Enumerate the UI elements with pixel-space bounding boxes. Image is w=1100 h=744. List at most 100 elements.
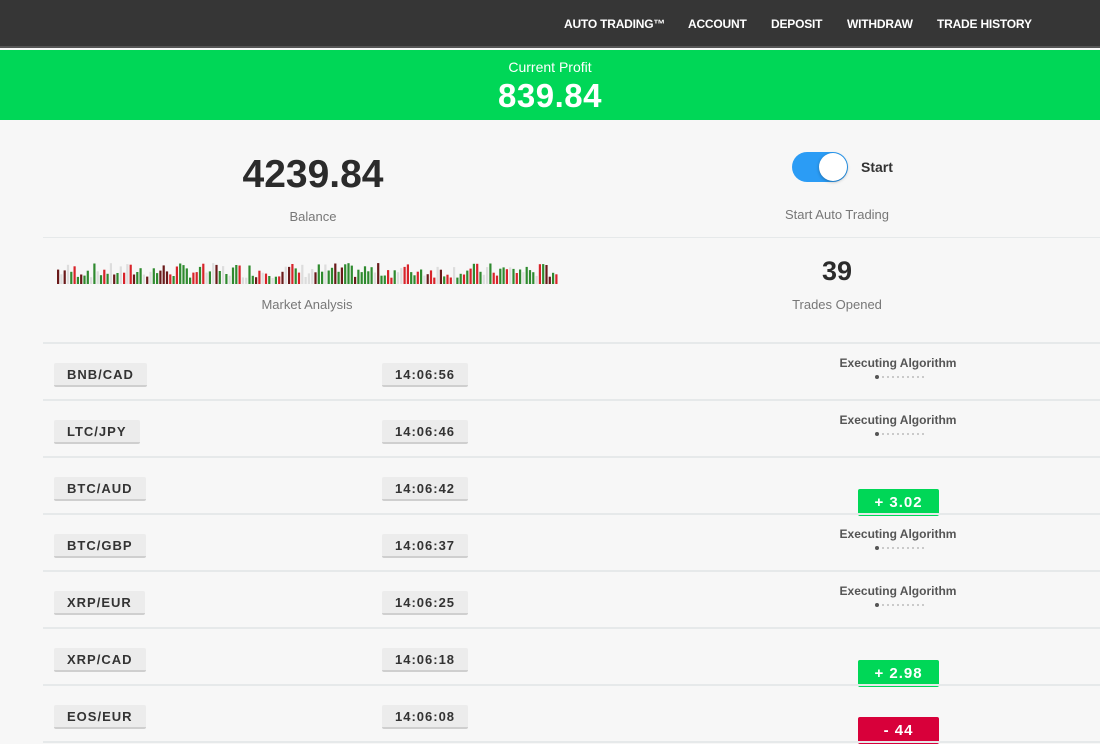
market-bar — [99, 275, 103, 284]
market-bar — [109, 263, 112, 284]
market-bar — [410, 272, 413, 284]
market-bar — [192, 272, 195, 284]
top-nav: AUTO TRADING™ ACCOUNT DEPOSIT WITHDRAW T… — [0, 0, 1100, 48]
nav-withdraw[interactable]: WITHDRAW — [847, 17, 913, 31]
market-bar — [235, 265, 238, 284]
market-bar — [535, 275, 538, 284]
time-badge: 14:06:25 — [382, 591, 469, 615]
market-bar — [393, 270, 396, 284]
market-bar — [344, 264, 347, 284]
market-bar — [96, 271, 99, 284]
profit-banner: Current Profit 839.84 — [0, 50, 1100, 120]
market-bar — [436, 266, 439, 284]
market-bar — [416, 271, 419, 284]
market-bar — [80, 274, 83, 284]
pair-badge: XRP/EUR — [54, 591, 145, 615]
market-bar — [538, 264, 541, 284]
market-bar — [347, 263, 350, 284]
market-bar — [274, 276, 277, 284]
market-bar — [172, 276, 175, 284]
nav-auto-trading[interactable]: AUTO TRADING™ — [564, 17, 666, 31]
market-bar — [373, 272, 376, 284]
market-bar — [139, 268, 142, 284]
market-bar — [288, 266, 291, 284]
market-bar — [337, 271, 340, 284]
market-bar — [552, 272, 555, 284]
trades-opened-label: Trades Opened — [792, 297, 882, 312]
market-bar — [525, 266, 528, 284]
market-bar — [241, 277, 244, 284]
market-bar — [297, 272, 301, 284]
nav-trade-history[interactable]: TRADE HISTORY — [937, 17, 1032, 31]
market-bar — [57, 269, 60, 284]
market-bar — [294, 268, 297, 284]
market-bar — [324, 264, 327, 284]
divider — [43, 237, 1100, 238]
market-bar — [420, 269, 423, 284]
market-bar — [426, 274, 429, 284]
market-bar — [90, 277, 93, 284]
market-bar — [472, 263, 475, 284]
market-bar — [182, 265, 185, 284]
market-bar — [456, 277, 459, 284]
market-bar — [129, 264, 132, 284]
market-bar — [403, 266, 406, 284]
time-badge: 14:06:37 — [382, 534, 469, 558]
auto-trading-toggle[interactable] — [792, 152, 848, 182]
market-bar — [505, 269, 508, 284]
market-bar — [281, 271, 284, 284]
market-bar — [301, 264, 304, 284]
market-bar — [334, 263, 337, 284]
market-bar — [231, 267, 235, 284]
market-bar — [387, 270, 390, 284]
market-bar — [245, 277, 248, 284]
market-bar — [149, 271, 152, 284]
market-bar — [317, 264, 320, 284]
market-bar — [169, 274, 172, 284]
market-bar — [429, 270, 433, 284]
market-bar — [123, 272, 126, 284]
market-bar — [248, 265, 251, 284]
market-analysis-bars — [57, 263, 558, 284]
pair-badge: LTC/JPY — [54, 420, 140, 444]
market-bar — [499, 268, 502, 284]
divider — [43, 513, 1100, 515]
trades-opened-value: 39 — [821, 256, 853, 286]
market-bar — [208, 271, 211, 284]
market-bar — [261, 272, 264, 284]
pair-badge: BNB/CAD — [54, 363, 147, 387]
nav-account[interactable]: ACCOUNT — [688, 17, 747, 31]
nav-deposit[interactable]: DEPOSIT — [771, 17, 823, 31]
market-bar — [439, 269, 442, 284]
market-bar — [225, 274, 228, 284]
market-bar — [390, 277, 393, 284]
market-bar — [340, 267, 343, 284]
market-bar — [116, 273, 119, 284]
toggle-knob — [819, 153, 847, 181]
market-bar — [542, 264, 545, 284]
market-bar — [202, 263, 205, 284]
market-bar — [380, 275, 383, 284]
time-badge: 14:06:08 — [382, 705, 469, 729]
toggle-label: Start — [861, 159, 893, 175]
market-bar — [126, 264, 129, 284]
market-bar — [555, 274, 558, 284]
market-bar — [479, 271, 482, 284]
market-bar — [271, 278, 274, 284]
market-bar — [423, 275, 426, 284]
divider — [43, 456, 1100, 458]
market-bar — [357, 269, 360, 284]
market-bar — [469, 268, 472, 284]
market-bar — [152, 268, 155, 284]
profit-label: Current Profit — [508, 59, 592, 75]
result-badge: - 44 — [858, 717, 939, 744]
pair-badge: EOS/EUR — [54, 705, 146, 729]
pair-badge: BTC/AUD — [54, 477, 146, 501]
market-bar — [70, 271, 73, 284]
market-bar — [278, 276, 281, 284]
market-bar — [396, 272, 400, 284]
market-bar — [304, 277, 307, 284]
market-bar — [132, 274, 136, 284]
market-bar — [103, 269, 106, 284]
market-bar — [146, 276, 149, 284]
